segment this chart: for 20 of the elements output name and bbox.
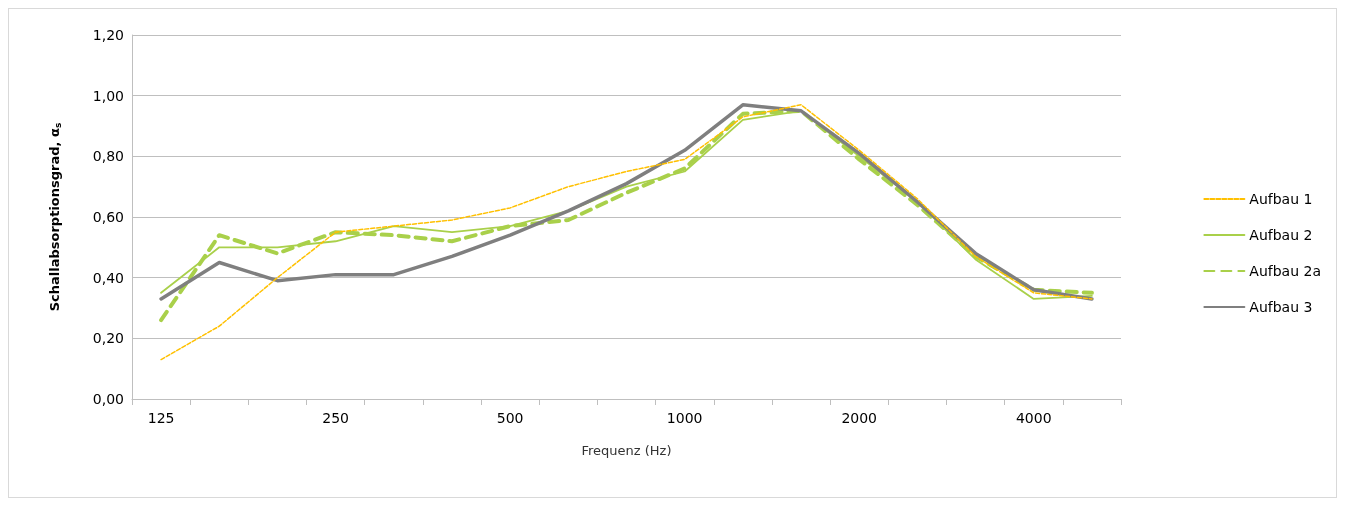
x-tick-label: 250 [322, 410, 349, 426]
x-tick-label: 125 [147, 410, 175, 426]
line-series [160, 104, 1093, 361]
y-tick-label: 0,60 [92, 209, 124, 225]
y-tick-label: 0,40 [92, 269, 124, 286]
legend-label: Aufbau 1 [1249, 191, 1313, 207]
y-tick-label: 0,20 [92, 330, 124, 347]
y-tick-label: 1,20 [92, 27, 124, 43]
y-tick-label: 0,80 [92, 148, 124, 165]
y-tick-label: 0,00 [92, 391, 124, 407]
legend-label: Aufbau 2a [1249, 263, 1321, 279]
x-tick-label: 4000 [1015, 410, 1052, 426]
x-tick-label: 1000 [666, 410, 703, 426]
x-axis-title: Frequenz (Hz) [581, 443, 672, 458]
x-tick-label: 500 [496, 410, 524, 426]
legend-label: Aufbau 3 [1249, 299, 1313, 315]
y-axis-title: Schallabsorptionsgrad, αs [47, 122, 63, 312]
y-tick-label: 1,00 [92, 87, 124, 104]
x-tick-label: 2000 [841, 410, 878, 426]
legend-label: Aufbau 2 [1249, 227, 1313, 243]
